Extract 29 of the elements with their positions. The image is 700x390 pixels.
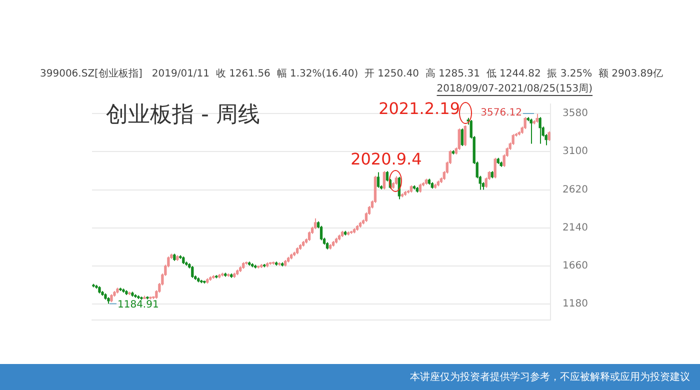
y-tick-label: 1660: [562, 260, 588, 272]
y-tick-label: 3580: [562, 108, 588, 120]
candlestick: [320, 225, 323, 241]
text: 本讲座仅为投资者提供学习参考，不应被解释或应用为投资建议: [410, 370, 690, 384]
candlestick: [460, 128, 464, 147]
candlestick: [191, 266, 194, 278]
candlestick: [458, 128, 460, 150]
candlestick: [530, 118, 532, 144]
candlestick: [376, 172, 380, 188]
candlestick: [386, 170, 389, 182]
annotation: 1184.91: [117, 299, 159, 310]
annotation: 2020.9.4: [350, 149, 422, 168]
candlestick: [464, 124, 466, 147]
annotation: 3576.12: [480, 108, 522, 119]
candlestick: [314, 218, 317, 230]
text: 2018/09/07-2021/08/25(153周): [436, 84, 593, 95]
candlestick: [524, 116, 526, 130]
candlestick: [538, 116, 542, 144]
y-tick-label: 2140: [562, 222, 588, 234]
candlestick: [494, 157, 496, 179]
candlestick: [308, 230, 311, 242]
y-tick-label: 1180: [562, 298, 588, 310]
chart-title: 创业板指 - 周线: [106, 102, 260, 128]
annotation: 2021.2.19: [378, 99, 460, 118]
candlestick: [548, 130, 550, 142]
chart-subtitle: 399006.SZ[创业板指] 2019/01/11 收 1261.56 幅 1.32%(16.40) 开 1250.40 高 1285.31 低 1244.82 振 3.25% 额 2903.89亿: [40, 68, 664, 80]
y-tick-label: 2620: [562, 184, 588, 196]
y-tick-label: 3100: [562, 146, 588, 158]
candlestick: [382, 170, 386, 190]
